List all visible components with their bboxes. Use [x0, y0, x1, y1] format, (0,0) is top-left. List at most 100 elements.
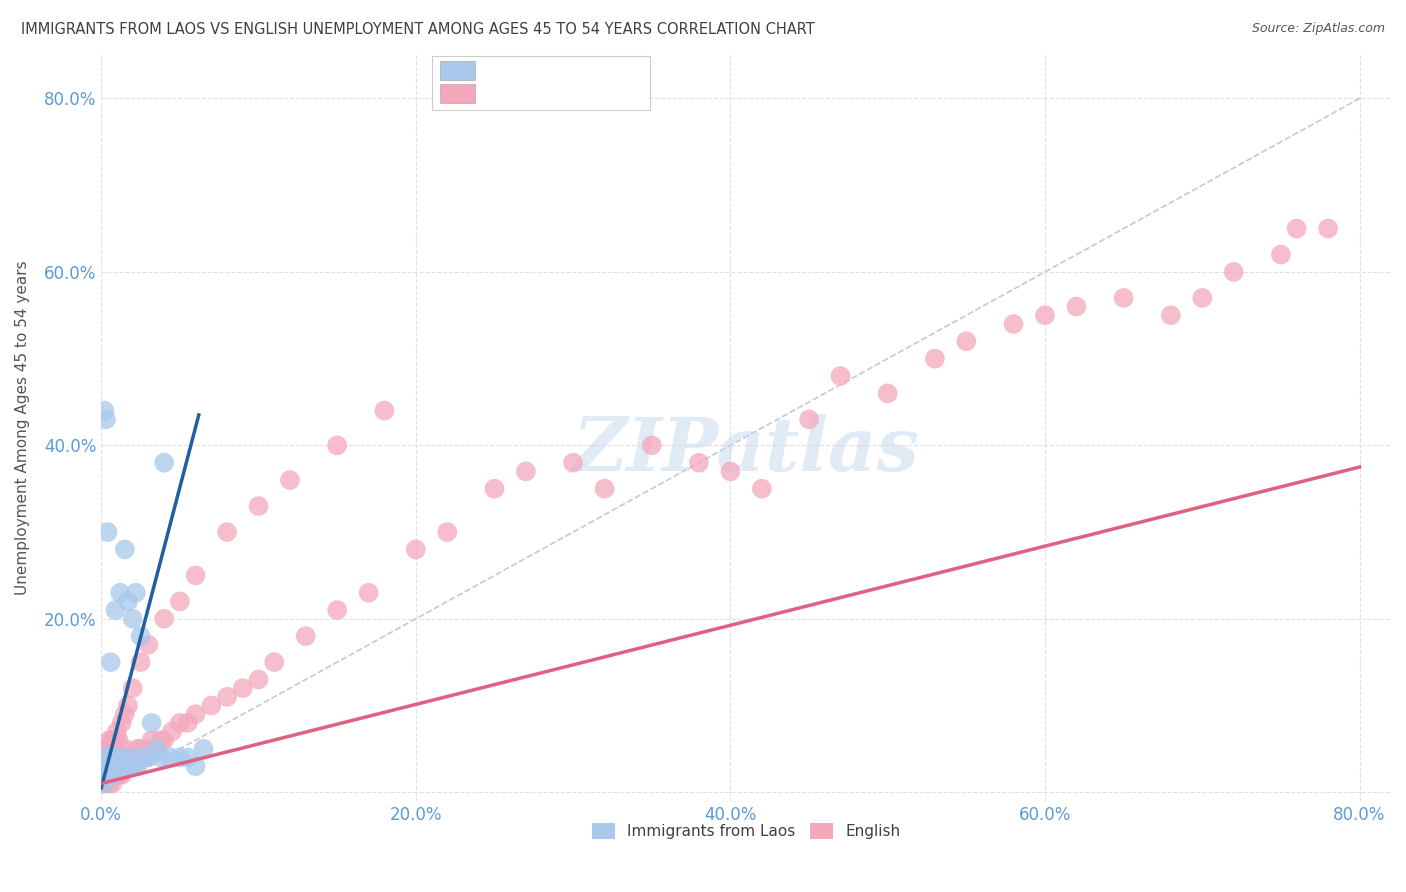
Point [93, 750, 115, 764]
Point [114, 707, 136, 722]
Point [104, 759, 127, 773]
Point [96, 759, 118, 773]
Point [129, 742, 152, 756]
Text: ZIPatlas: ZIPatlas [572, 414, 920, 487]
Point [98, 733, 121, 747]
Point [104, 603, 127, 617]
Point [193, 742, 215, 756]
Point [138, 750, 160, 764]
Point [100, 742, 122, 756]
Point [184, 568, 207, 582]
Text: Source: ZipAtlas.com: Source: ZipAtlas.com [1251, 22, 1385, 36]
Point [484, 482, 506, 496]
Point [94, 759, 117, 773]
Point [830, 369, 852, 384]
Point [797, 412, 820, 426]
Point [125, 586, 148, 600]
Point [127, 759, 149, 773]
Point [100, 759, 122, 773]
Point [111, 750, 134, 764]
Point [94, 768, 117, 782]
Point [100, 759, 122, 773]
Point [98, 768, 121, 782]
Point [114, 742, 136, 756]
Point [103, 768, 125, 782]
Point [101, 759, 124, 773]
Point [111, 715, 134, 730]
Point [232, 681, 254, 695]
Point [924, 351, 946, 366]
Point [641, 438, 664, 452]
Point [145, 742, 167, 756]
Point [103, 759, 125, 773]
Point [101, 768, 124, 782]
Point [107, 768, 129, 782]
Point [121, 750, 143, 764]
Point [101, 733, 124, 747]
Point [141, 733, 163, 747]
Point [111, 768, 134, 782]
Point [515, 464, 537, 478]
Point [96, 750, 118, 764]
Point [105, 768, 128, 782]
Point [125, 750, 148, 764]
Legend: Immigrants from Laos, English: Immigrants from Laos, English [585, 817, 907, 846]
Text: R = 0.609    N = 112: R = 0.609 N = 112 [484, 87, 643, 101]
Point [117, 750, 139, 764]
Point [121, 612, 143, 626]
Point [955, 334, 977, 349]
Point [105, 759, 128, 773]
Point [107, 759, 129, 773]
Point [876, 386, 898, 401]
Point [129, 655, 152, 669]
Point [104, 759, 127, 773]
Point [326, 603, 349, 617]
Point [118, 759, 141, 773]
Point [217, 524, 239, 539]
Point [357, 586, 380, 600]
Point [373, 403, 395, 417]
Point [117, 594, 139, 608]
Point [103, 759, 125, 773]
Point [96, 524, 118, 539]
Point [1285, 221, 1308, 235]
Point [96, 768, 118, 782]
Point [159, 750, 181, 764]
Point [93, 776, 115, 790]
Point [326, 438, 349, 452]
Point [405, 542, 427, 557]
Point [1066, 300, 1088, 314]
Point [103, 742, 125, 756]
Point [93, 750, 115, 764]
Point [169, 750, 191, 764]
Point [124, 750, 146, 764]
Point [150, 750, 173, 764]
Point [278, 473, 301, 487]
Point [112, 759, 135, 773]
Point [436, 524, 458, 539]
Point [98, 759, 121, 773]
Point [101, 759, 124, 773]
Point [169, 715, 191, 730]
Point [177, 750, 200, 764]
Point [93, 759, 115, 773]
Point [111, 750, 134, 764]
Point [1270, 247, 1292, 261]
Point [103, 750, 125, 764]
Point [105, 750, 128, 764]
Point [98, 742, 121, 756]
Point [114, 759, 136, 773]
Point [96, 750, 118, 764]
Point [101, 768, 124, 782]
Point [98, 776, 121, 790]
Point [247, 673, 270, 687]
Point [104, 733, 127, 747]
Point [115, 759, 138, 773]
Point [138, 742, 160, 756]
Point [105, 750, 128, 764]
Point [688, 456, 710, 470]
Point [562, 456, 585, 470]
Point [91, 768, 114, 782]
Point [115, 759, 138, 773]
Point [100, 759, 122, 773]
